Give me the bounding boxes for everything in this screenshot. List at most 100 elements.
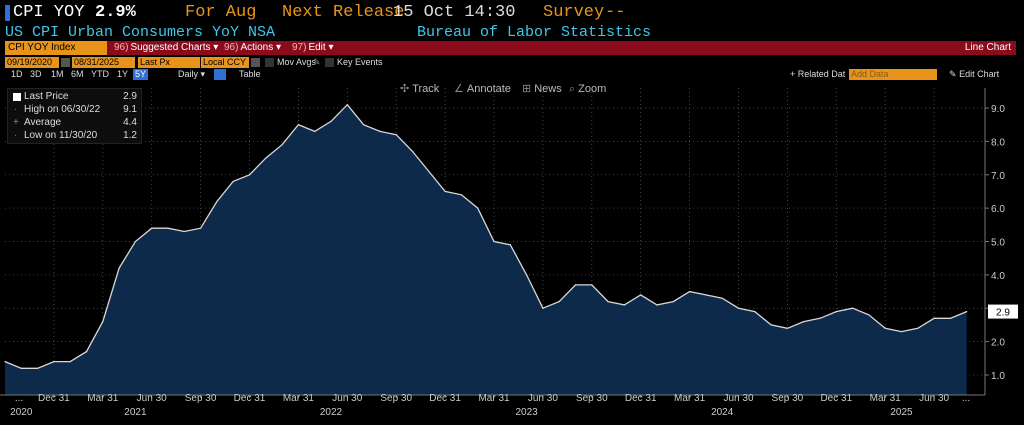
related-data-button[interactable]: + Related Dat [790,69,846,79]
legend-high-label: High on 06/30/22 [24,104,101,115]
suggested-charts-label: Suggested Charts [130,42,211,53]
start-date-input[interactable]: 09/19/2020 [5,57,59,68]
x-tick-label: Mar 31 [283,393,315,404]
series-point [118,267,120,269]
ticker-marker [5,5,10,21]
chart-mode-icon[interactable] [214,69,226,80]
x-tick-label: Sep 30 [380,393,412,404]
field-select[interactable]: Last Px [138,57,200,68]
zoom-tool[interactable]: ⌕ Zoom [569,82,606,97]
chart-legend[interactable]: Last Price 2.9 · High on 06/30/22 9.1 + … [7,88,142,144]
edit-number: 97) [292,42,307,53]
mov-avgs-checkbox[interactable] [265,58,274,67]
last-value-label: 2.9 [996,308,1010,319]
edit-chart-button[interactable]: ✎ Edit Chart [949,69,999,80]
news-icon: ⊞ [522,83,532,95]
ticker-name: CPI YOY [13,3,85,22]
y-tick-label: 9.0 [991,104,1005,115]
x-tick-label: Jun 30 [723,393,753,404]
series-point [526,274,528,276]
last-value: 2.9% [95,3,136,22]
ticker-input[interactable]: CPI YOY Index [5,41,107,55]
series-points [4,104,968,369]
x-tick-label: Mar 31 [478,393,510,404]
y-tick-label: 5.0 [991,238,1005,249]
edit-menu[interactable]: 97) Edit ▾ [289,41,337,55]
series-point [297,124,299,126]
cpi-line-chart[interactable]: 1.02.03.04.05.06.07.08.09.0 ...Dec 31Mar… [0,82,1024,425]
pencil-icon: ✎ [949,69,957,79]
series-point [477,207,479,209]
annotate-icon: ∠ [454,83,464,95]
track-label: Track [412,83,440,95]
series-point [607,300,609,303]
x-tick-label: Mar 31 [674,393,706,404]
chevron-down-icon: ▾ [276,42,282,53]
x-tick-label: Jun 30 [137,393,167,404]
period-5y[interactable]: 5Y [133,69,149,80]
legend-last-price-value: 2.9 [123,91,137,102]
period-1m[interactable]: 1M [51,69,64,79]
series-point [411,150,414,153]
legend-last-price: Last Price 2.9 [8,91,143,103]
news-tool[interactable]: ⊞ News [522,82,562,97]
series-point [281,144,283,146]
series-point [216,200,218,203]
legend-low: · Low on 11/30/20 1.2 [8,130,143,142]
y-tick-label: 7.0 [991,171,1005,182]
zoom-label: Zoom [578,83,607,95]
add-data-input[interactable]: Add Data [849,69,937,80]
period-3d[interactable]: 3D [30,69,42,79]
series-point [314,130,316,132]
period-1d[interactable]: 1D [11,69,23,79]
x-tick-label: Mar 31 [870,393,902,404]
chevron-down-icon: ▾ [200,69,206,79]
key-events-checkbox[interactable] [325,58,334,67]
x-tick-label: Dec 31 [38,393,70,404]
survey-label: Survey [543,3,605,22]
date-separator-icon [61,58,70,67]
y-tick-label: 8.0 [991,137,1005,148]
legend-low-value: 1.2 [123,130,137,141]
next-release-label: Next Release [282,3,405,22]
table-button[interactable]: Table [239,69,261,79]
low-marker-icon: · [14,130,18,141]
series-point [574,284,577,286]
security-description: US CPI Urban Consumers YoY NSA [5,24,276,41]
series-point [819,317,821,319]
y-tick-label: 6.0 [991,204,1005,215]
legend-high: · High on 06/30/22 9.1 [8,104,143,116]
series-point [900,330,903,333]
actions-number: 96) [224,42,239,53]
suggested-charts-menu[interactable]: 96) Suggested Charts ▾ [111,41,221,55]
series-point [134,240,136,243]
period-1y[interactable]: 1Y [117,69,129,79]
legend-high-value: 9.1 [123,104,137,115]
news-label: News [534,83,562,95]
series-point [460,194,462,196]
key-events-label[interactable]: Key Events [337,57,383,67]
annotate-tool[interactable]: ∠ Annotate [454,82,511,97]
series-point [754,310,756,313]
x-axis-ticks: ... Dec 31 Mar 31 Jun 30 Sep 30 Dec 31 Mar 31 J… [10,393,970,418]
end-date-input[interactable]: 08/31/2025 [72,57,135,68]
period-6m[interactable]: 6M [71,69,84,79]
frequency-select[interactable]: Daily ▾ [178,69,205,80]
actions-menu[interactable]: 96) Actions ▾ [221,41,284,55]
x-year-label: 2025 [890,407,913,418]
track-tool[interactable]: ✣ Track [400,82,439,97]
description-row: US CPI Urban Consumers YoY NSA Bureau of… [0,24,1024,42]
currency-dropdown-icon[interactable] [251,58,260,67]
x-year-label: 2022 [320,407,343,418]
mov-avgs-label[interactable]: Mov Avgs [277,57,316,67]
series-point [705,294,707,296]
series-point [265,157,267,159]
series-point [558,300,560,303]
data-source: Bureau of Labor Statistics [417,24,652,41]
x-tick-label: Dec 31 [234,393,266,404]
currency-select[interactable]: Local CCY [201,57,249,68]
pencil-icon[interactable]: ✎ [313,57,321,67]
legend-average: + Average 4.4 [8,117,143,129]
period-ytd[interactable]: YTD [91,69,109,79]
x-tick-label: Jun 30 [919,393,949,404]
